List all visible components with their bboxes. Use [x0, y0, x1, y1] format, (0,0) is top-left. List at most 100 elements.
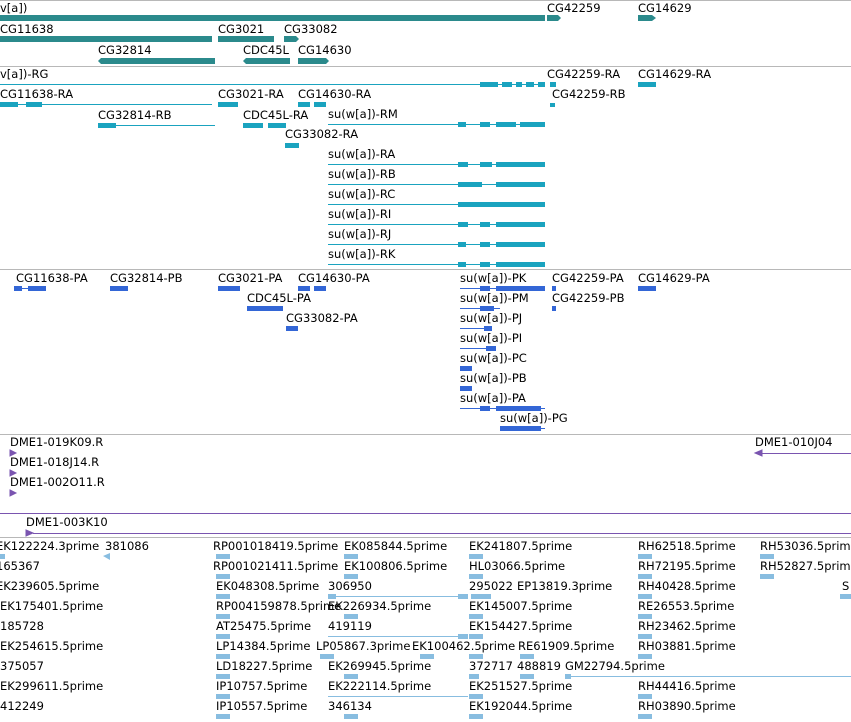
- transcript-label[interactable]: CDC45L-RA: [243, 108, 309, 122]
- transcript-glyph[interactable]: [458, 162, 468, 167]
- est-label[interactable]: RE26553.5prime: [638, 599, 735, 613]
- protein-label[interactable]: CG42259-PA: [552, 271, 624, 285]
- est-label[interactable]: RH03890.5prime: [638, 699, 736, 713]
- transcript-label[interactable]: su(w[a])-RI: [328, 207, 392, 221]
- gene-label[interactable]: CG32814: [98, 43, 152, 57]
- gene-glyph[interactable]: [547, 15, 561, 21]
- est-label[interactable]: RP001021411.5prime: [213, 559, 339, 573]
- transcript-glyph[interactable]: [285, 143, 299, 148]
- transcript-glyph[interactable]: [480, 162, 492, 167]
- transcript-glyph[interactable]: [458, 122, 466, 127]
- protein-glyph[interactable]: [484, 326, 492, 331]
- protein-glyph[interactable]: [638, 286, 656, 291]
- protein-label[interactable]: CG33082-PA: [286, 311, 358, 325]
- est-label[interactable]: IP10557.5prime: [216, 699, 308, 713]
- transcript-glyph[interactable]: [496, 222, 545, 227]
- est-label[interactable]: EK085844.5prime: [344, 539, 448, 553]
- transcript-glyph[interactable]: [298, 102, 310, 107]
- est-label[interactable]: IP10757.5prime: [216, 679, 308, 693]
- transcript-label[interactable]: su(w[a])-RK: [328, 247, 396, 261]
- protein-label[interactable]: su(w[a])-PB: [460, 371, 527, 385]
- protein-glyph[interactable]: [480, 406, 490, 411]
- est-label[interactable]: GM22794.5prime: [565, 659, 665, 673]
- est-label[interactable]: 372717: [469, 659, 513, 673]
- protein-label[interactable]: CG14630-PA: [298, 271, 370, 285]
- transcript-glyph[interactable]: [98, 123, 116, 128]
- transcript-glyph[interactable]: [268, 123, 286, 128]
- gene-glyph[interactable]: [98, 58, 215, 64]
- transcript-glyph[interactable]: [480, 242, 490, 247]
- est-label[interactable]: EK269945.5prime: [328, 659, 432, 673]
- gene-glyph[interactable]: [243, 58, 290, 64]
- est-label[interactable]: EK048308.5prime: [216, 579, 320, 593]
- est-label[interactable]: EK241807.5prime: [469, 539, 573, 553]
- est-label[interactable]: EK154427.5prime: [469, 619, 573, 633]
- gene-label[interactable]: CG33082: [284, 22, 338, 36]
- protein-label[interactable]: CG3021-PA: [218, 271, 283, 285]
- est-label[interactable]: S: [842, 579, 850, 593]
- transcript-label[interactable]: CG3021-RA: [218, 87, 284, 101]
- transcript-glyph[interactable]: [458, 262, 466, 267]
- gene-glyph[interactable]: [0, 15, 545, 21]
- protein-glyph[interactable]: [247, 306, 283, 311]
- est-label[interactable]: RH40428.5prime: [638, 579, 736, 593]
- est-label[interactable]: EK175401.5prime: [0, 599, 104, 613]
- transcript-label[interactable]: CG42259-RA: [547, 67, 621, 81]
- est-label[interactable]: 412249: [0, 699, 44, 713]
- transcript-glyph[interactable]: [218, 102, 238, 107]
- protein-glyph[interactable]: [496, 286, 545, 291]
- est-label[interactable]: EK145007.5prime: [469, 599, 573, 613]
- transcript-label[interactable]: CG14630-RA: [298, 87, 372, 101]
- protein-label[interactable]: CG14629-PA: [638, 271, 710, 285]
- est-label[interactable]: RH03881.5prime: [638, 639, 736, 653]
- transcript-glyph[interactable]: [526, 82, 534, 87]
- protein-glyph[interactable]: [552, 306, 556, 311]
- transcript-label[interactable]: su(w[a])-RC: [328, 187, 396, 201]
- transcript-glyph[interactable]: [0, 102, 18, 107]
- est-label[interactable]: RH72195.5prime: [638, 559, 736, 573]
- transcript-glyph[interactable]: [458, 182, 482, 187]
- est-label[interactable]: RH44416.5prime: [638, 679, 736, 693]
- protein-glyph[interactable]: [110, 286, 128, 291]
- est-label[interactable]: RH53036.5prime: [760, 539, 851, 553]
- transcript-glyph[interactable]: [496, 162, 545, 167]
- est-label[interactable]: 165367: [0, 559, 40, 573]
- gene-label[interactable]: CG3021: [218, 22, 265, 36]
- est-label[interactable]: EK192044.5prime: [469, 699, 573, 713]
- transcript-label[interactable]: v[a])-RG: [0, 67, 49, 81]
- transcript-glyph[interactable]: [638, 82, 656, 87]
- est-label[interactable]: RH62518.5prime: [638, 539, 736, 553]
- protein-label[interactable]: su(w[a])-PA: [460, 391, 526, 405]
- clone-label[interactable]: DME1-002O11.R: [10, 475, 105, 489]
- protein-label[interactable]: su(w[a])-PM: [460, 291, 529, 305]
- est-label[interactable]: 381086: [105, 539, 149, 553]
- gene-glyph[interactable]: [218, 36, 274, 42]
- transcript-glyph[interactable]: [480, 82, 498, 87]
- transcript-label[interactable]: su(w[a])-RJ: [328, 227, 392, 241]
- protein-glyph[interactable]: [14, 286, 22, 291]
- est-label[interactable]: RH52827.5prime: [760, 559, 851, 573]
- clone-glyph[interactable]: [9, 449, 18, 457]
- clone-label[interactable]: DME1-010J04: [755, 435, 833, 449]
- transcript-glyph[interactable]: [496, 242, 545, 247]
- est-label[interactable]: RP001018419.5prime: [213, 539, 339, 553]
- est-label[interactable]: EK226934.5prime: [328, 599, 432, 613]
- protein-glyph[interactable]: [480, 286, 490, 291]
- protein-label[interactable]: su(w[a])-PG: [500, 411, 568, 425]
- est-label[interactable]: 185728: [0, 619, 44, 633]
- est-label[interactable]: HL03066.5prime: [469, 559, 566, 573]
- gene-label[interactable]: CG14630: [298, 43, 352, 57]
- protein-glyph[interactable]: [286, 326, 298, 331]
- transcript-glyph[interactable]: [520, 122, 545, 127]
- transcript-glyph[interactable]: [243, 123, 263, 128]
- protein-label[interactable]: CG11638-PA: [16, 271, 88, 285]
- clone-glyph[interactable]: [753, 449, 763, 457]
- est-label[interactable]: EK254615.5prime: [0, 639, 104, 653]
- est-label[interactable]: EK239605.5prime: [0, 579, 100, 593]
- gene-glyph[interactable]: [638, 15, 656, 21]
- transcript-glyph[interactable]: [458, 222, 468, 227]
- est-label[interactable]: 346134: [328, 699, 372, 713]
- protein-glyph[interactable]: [460, 366, 472, 371]
- protein-glyph[interactable]: [218, 286, 240, 291]
- transcript-glyph[interactable]: [538, 82, 545, 87]
